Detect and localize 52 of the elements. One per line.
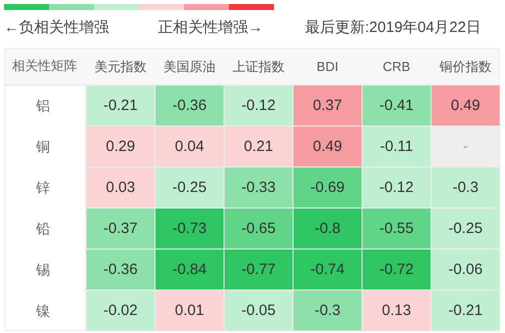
text: 正相关性增强→ [158,19,263,36]
data-label: -0.69 [310,179,345,196]
data-label: -0.02 [103,302,138,319]
data-label: 0.49 [312,138,342,155]
data-label: -0.11 [380,138,414,155]
data-label: 0.37 [312,97,342,114]
data-label: -0.65 [241,220,276,237]
data-label: -0.33 [241,179,276,196]
data-label: 0.01 [174,302,204,319]
data-label: -0.36 [103,261,138,278]
data-label: -0.74 [310,261,345,278]
data-label: -0.25 [448,220,483,237]
data-label: 0.21 [244,138,274,155]
data-label: 0.03 [106,179,136,196]
data-label: -0.84 [172,261,207,278]
x-tick-label: 美国原油 [164,59,216,74]
data-label: -0.21 [103,97,138,114]
data-label: -0.3 [314,302,340,319]
y-axis-title: 相关性矩阵 [12,58,77,73]
data-label: -0.77 [241,261,276,278]
y-tick-label: 锌 [35,180,50,196]
data-label: -0.05 [241,302,276,319]
data-label: 0.49 [450,97,480,114]
data-label: -0.36 [172,97,207,114]
data-label: -0.37 [103,220,138,237]
data-label: -0.21 [448,302,483,319]
data-label: -0.12 [379,179,414,196]
data-label: -0.72 [379,261,414,278]
annotation: - [463,138,468,155]
data-label: -0.3 [452,179,478,196]
data-label: -0.12 [241,97,276,114]
x-tick-label: BDI [316,59,338,74]
text: 最后更新:2019年04月22日 [305,19,481,36]
data-label: -0.55 [379,220,414,237]
x-tick-label: 上证指数 [232,59,284,74]
y-tick-label: 铝 [35,98,50,114]
data-label: 0.29 [106,138,136,155]
data-label: -0.06 [448,261,483,278]
data-label: 0.13 [382,302,412,319]
data-label: -0.25 [172,179,207,196]
text: ←负相关性增强 [4,19,109,36]
y-tick-label: 锡 [35,262,50,278]
data-label: -0.8 [314,220,340,237]
y-tick-label: 铜 [35,138,50,154]
data-label: -0.73 [172,220,207,237]
y-tick-label: 镍 [35,302,50,318]
x-tick-label: 美元指数 [94,59,146,74]
x-tick-label: CRB [382,59,410,74]
data-label: 0.04 [174,138,204,155]
data-label: -0.41 [379,97,414,114]
y-tick-label: 铅 [35,220,50,236]
x-tick-label: 铜价指数 [438,59,492,74]
